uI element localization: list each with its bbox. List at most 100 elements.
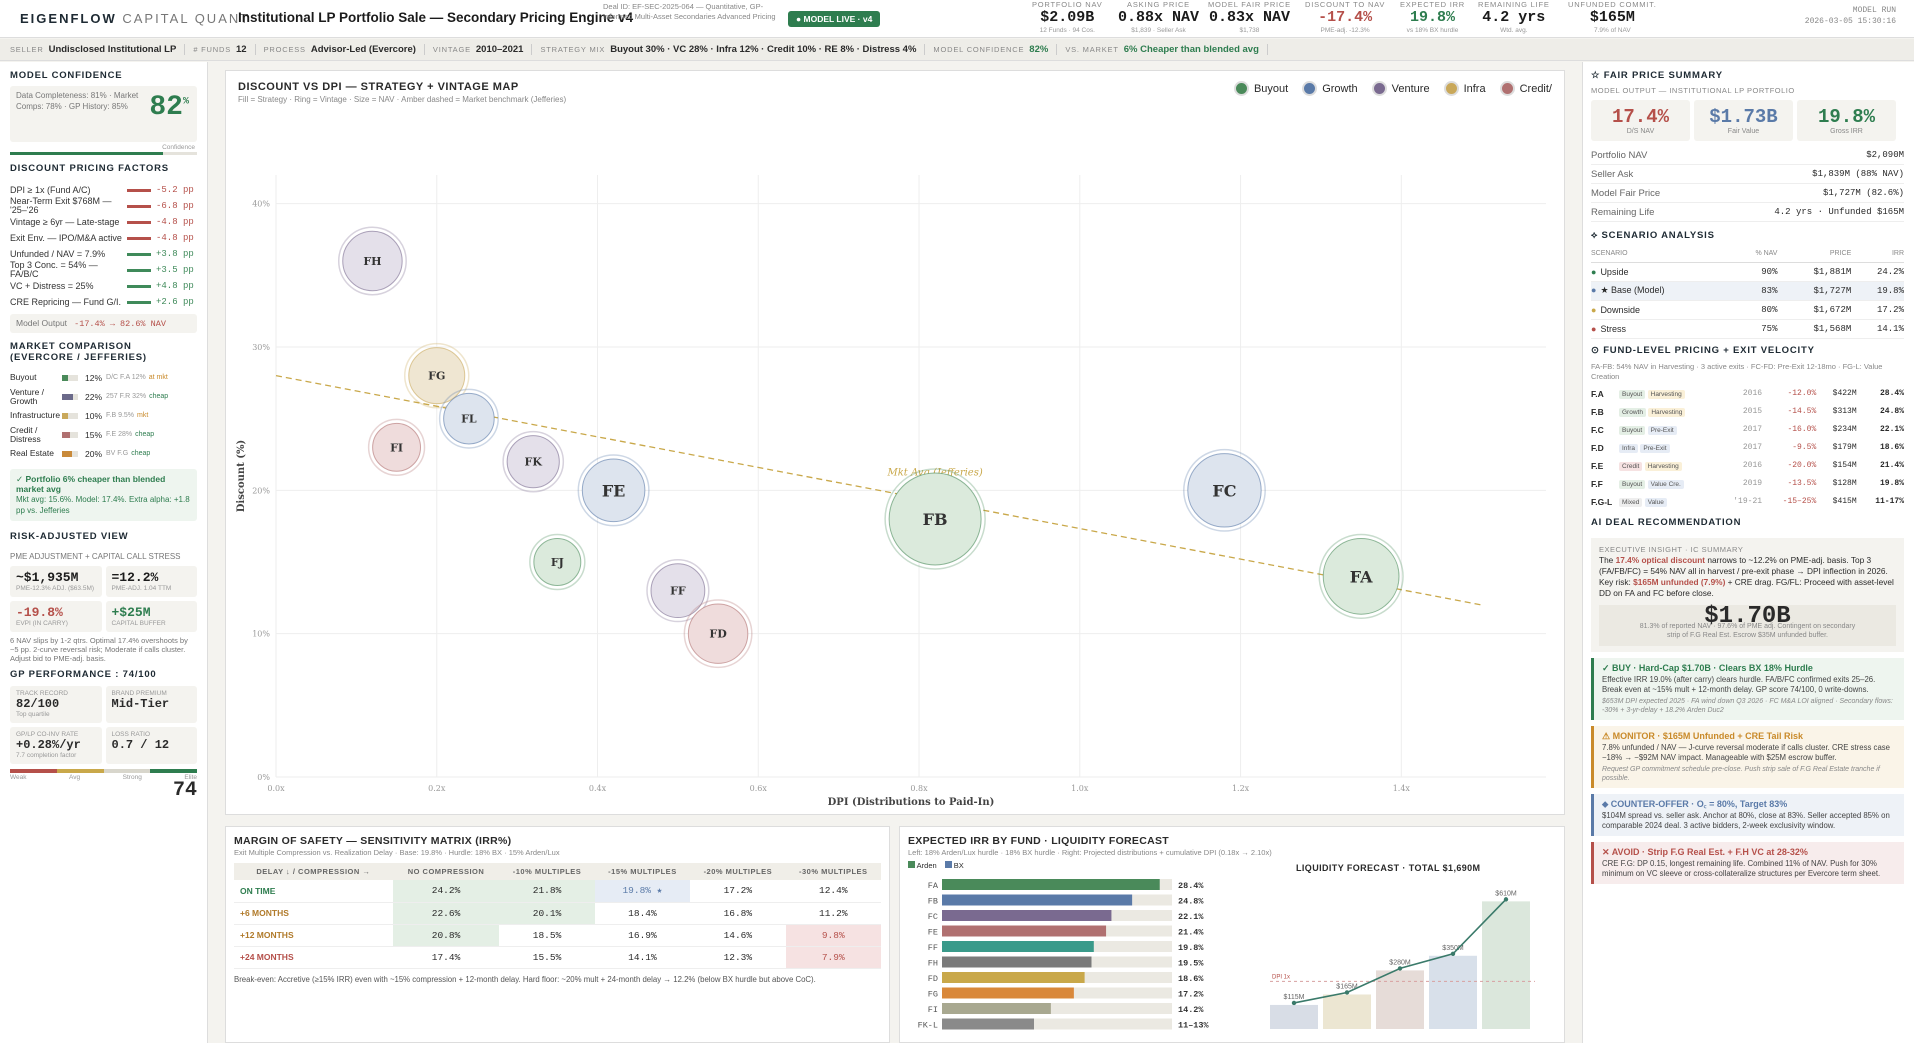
legend-item-buyout[interactable]: Buyout <box>1233 81 1289 96</box>
strategy-tag: Mixed <box>1619 498 1643 507</box>
fund-row[interactable]: F.G-L Mixed Value '19-21 -15–25% $415M 11-17% <box>1591 493 1904 511</box>
strip-item: PROCESS Advisor-Led (Evercore) <box>264 44 425 55</box>
matrix-cell[interactable]: 18.5% <box>499 924 595 947</box>
market-pct: 22% <box>85 391 103 402</box>
fair-price-title: ☆ FAIR PRICE SUMMARY <box>1591 70 1723 81</box>
fund-n: $313M <box>1832 407 1857 416</box>
fund-row[interactable]: F.C Buyout Pre-Exit 2017 -16.0% $234M 22.1% <box>1591 421 1904 439</box>
liquidity-bar <box>1270 1004 1318 1029</box>
matrix-header: DELAY ↓ / COMPRESSION → <box>234 863 393 880</box>
matrix-cell[interactable]: 20.1% <box>499 902 595 925</box>
kpi-label: ASKING PRICE <box>1127 0 1190 9</box>
point-ring <box>438 388 499 449</box>
fund-row[interactable]: F.F Buyout Value Cre. 2019 -13.5% $128M 19.8% <box>1591 475 1904 493</box>
recommendation-card[interactable]: ✓ BUY · Hard-Cap $1.70B · Clears BX 18% … <box>1591 657 1904 720</box>
risk-title: RISK-ADJUSTED VIEW <box>10 531 129 542</box>
scenario-row[interactable]: ● Stress 75% $1,568M 14.1% <box>1591 319 1904 339</box>
irr-fund-name: FD <box>928 974 938 984</box>
fund-row[interactable]: F.E Credit Harvesting 2016 -20.0% $154M 21.4% <box>1591 457 1904 475</box>
sensitivity-matrix-panel: MARGIN OF SAFETY — SENSITIVITY MATRIX (I… <box>225 826 890 1043</box>
recommendation-card[interactable]: ⚠ MONITOR · $165M Unfunded + CRE Tail Ri… <box>1591 725 1904 788</box>
fair-kv-row: Portfolio NAV $2,090M <box>1591 146 1904 165</box>
factor-row: CRE Repricing — Fund G/I. +2.6 pp <box>10 294 197 310</box>
fund-row[interactable]: F.A Buyout Harvesting 2016 -12.0% $422M 28.4% <box>1591 385 1904 403</box>
strategy-tag: Infra <box>1619 444 1639 453</box>
matrix-cell[interactable]: 22.6% <box>392 902 500 925</box>
matrix-cell[interactable]: 19.8% ★ <box>594 880 691 903</box>
strip-value: Buyout 30% · VC 28% · Infra 12% · Credit… <box>610 44 917 55</box>
scenario-row[interactable]: ● Downside 80% $1,672M 17.2% <box>1591 300 1904 320</box>
risk-value: +$25M <box>111 605 151 620</box>
factor-value: -4.8 pp <box>156 216 194 227</box>
matrix-cell[interactable]: 11.2% <box>785 902 881 925</box>
ai-title: AI DEAL RECOMMENDATION <box>1591 516 1742 528</box>
market-note: F.B 9.5% <box>106 412 135 419</box>
matrix-cell[interactable]: 18.4% <box>594 902 691 925</box>
market-row: Venture / Growth 22% 257 F.R 32% cheap <box>10 387 197 406</box>
matrix-cell[interactable]: 24.2% <box>392 880 500 903</box>
matrix-cell[interactable]: 12.3% <box>690 946 786 969</box>
point-ring <box>884 468 986 570</box>
recommendation-card[interactable]: ✕ AVOID · Strip F.G Real Est. + F.H VC a… <box>1591 841 1904 884</box>
strategy-tag: Buyout <box>1619 480 1646 489</box>
matrix-cell[interactable]: 17.2% <box>690 880 786 903</box>
matrix-cell[interactable]: 9.8% <box>785 924 881 947</box>
confidence-card: Data Completeness: 81% · Market Comps: 7… <box>10 86 197 151</box>
gp-label: GP/LP CO-INV RATE <box>16 731 79 738</box>
legend-swatch <box>1302 81 1318 96</box>
matrix-cell[interactable]: 21.8% <box>499 880 595 903</box>
matrix-cell[interactable]: 15.5% <box>499 946 595 969</box>
x-tick-label: 0.8x <box>910 784 928 793</box>
recommendation-card[interactable]: ⬥ COUNTER-OFFER · O꜀ = 80%, Target 83% $1… <box>1591 793 1904 836</box>
matrix-cell[interactable]: 16.8% <box>690 902 786 925</box>
scenario-nav: 80% <box>1734 300 1778 320</box>
matrix-cell[interactable]: 17.4% <box>392 946 500 969</box>
matrix-cell[interactable]: 20.8% <box>392 924 500 947</box>
fund-id: F.F <box>1591 478 1603 489</box>
matrix-row: +6 MONTHS 22.6% 20.1% 18.4% 16.8% 11.2% <box>234 902 881 925</box>
scenario-row[interactable]: ● Upside 90% $1,881M 24.2% <box>1591 262 1904 282</box>
legend-item-venture[interactable]: Venture <box>1371 81 1430 96</box>
fund-tags: Buyout Harvesting <box>1619 385 1715 403</box>
legend-item-credit[interactable]: Credit/ <box>1499 81 1552 96</box>
right-panel: ☆ FAIR PRICE SUMMARY MODEL OUTPUT — INST… <box>1582 62 1914 1043</box>
recommended-price: $1.70B <box>1704 602 1791 630</box>
legend-swatch <box>1233 81 1249 96</box>
point-fi <box>372 422 422 472</box>
scenario-row[interactable]: ● ★ Base (Model) 83% $1,727M 19.8% <box>1591 281 1904 301</box>
gp-value: Mid-Tier <box>111 697 170 711</box>
matrix-row: +24 MONTHS 17.4% 15.5% 14.1% 12.3% 7.9% <box>234 946 881 969</box>
legend-label: Buyout <box>1253 82 1289 95</box>
fund-tags: Credit Harvesting <box>1619 457 1715 475</box>
y-tick-label: 30% <box>252 343 270 352</box>
gp-card: BRAND PREMIUM Mid-Tier <box>105 686 197 723</box>
factor-bar <box>127 300 151 304</box>
matrix-cell[interactable]: 12.4% <box>785 880 881 903</box>
legend-label: Infra <box>1463 82 1486 95</box>
fund-row[interactable]: F.B Growth Harvesting 2015 -14.5% $313M 24.8% <box>1591 403 1904 421</box>
factor-name: VC + Distress = 25% <box>10 280 94 291</box>
liquidity-bar-label: $610M <box>1495 890 1517 897</box>
kpi-value: $2.09B <box>1040 9 1095 26</box>
liquidity-bar-label: $165M <box>1336 983 1358 990</box>
scenario-name: ● ★ Base (Model) <box>1591 281 1735 301</box>
model-live-badge: ● MODEL LIVE · v4 <box>788 11 881 27</box>
matrix-cell[interactable]: 14.6% <box>690 924 786 947</box>
legend-item-growth[interactable]: Growth <box>1302 81 1358 96</box>
matrix-cell[interactable]: 14.1% <box>594 946 691 969</box>
gp-card: GP/LP CO-INV RATE +0.28%/yr 7.7 completion… <box>10 727 102 764</box>
matrix-cell[interactable]: 16.9% <box>594 924 691 947</box>
irr-fund-name: FA <box>928 881 939 891</box>
irr-bar-chart: FA 28.4% FB 24.8% FC 22.1% FE 21.4% FF 19.8% FH 19.… <box>918 879 1535 1031</box>
legend-item-infra[interactable]: Infra <box>1443 81 1486 96</box>
matrix-cell[interactable]: 7.9% <box>785 946 881 969</box>
strip-item: STRATEGY MIX Buyout 30% · VC 28% · Infra … <box>540 44 926 55</box>
kv-value: $1,727M (82.6%) <box>1822 188 1904 198</box>
recommendation-note: Request GP commitment schedule pre-close… <box>1602 765 1880 782</box>
factor-bar <box>127 220 151 224</box>
fund-row[interactable]: F.D Infra Pre-Exit 2017 -9.5% $179M 18.6% <box>1591 439 1904 457</box>
fair-kv-row: Seller Ask $1,839M (88% NAV) <box>1591 165 1904 184</box>
risk-card: ~$1,935M PME-12.3% ADJ. ($63.5M) <box>10 566 102 597</box>
legend-label: Venture <box>1391 82 1430 95</box>
factor-row: Unfunded / NAV = 7.9% +3.8 pp <box>10 246 197 262</box>
